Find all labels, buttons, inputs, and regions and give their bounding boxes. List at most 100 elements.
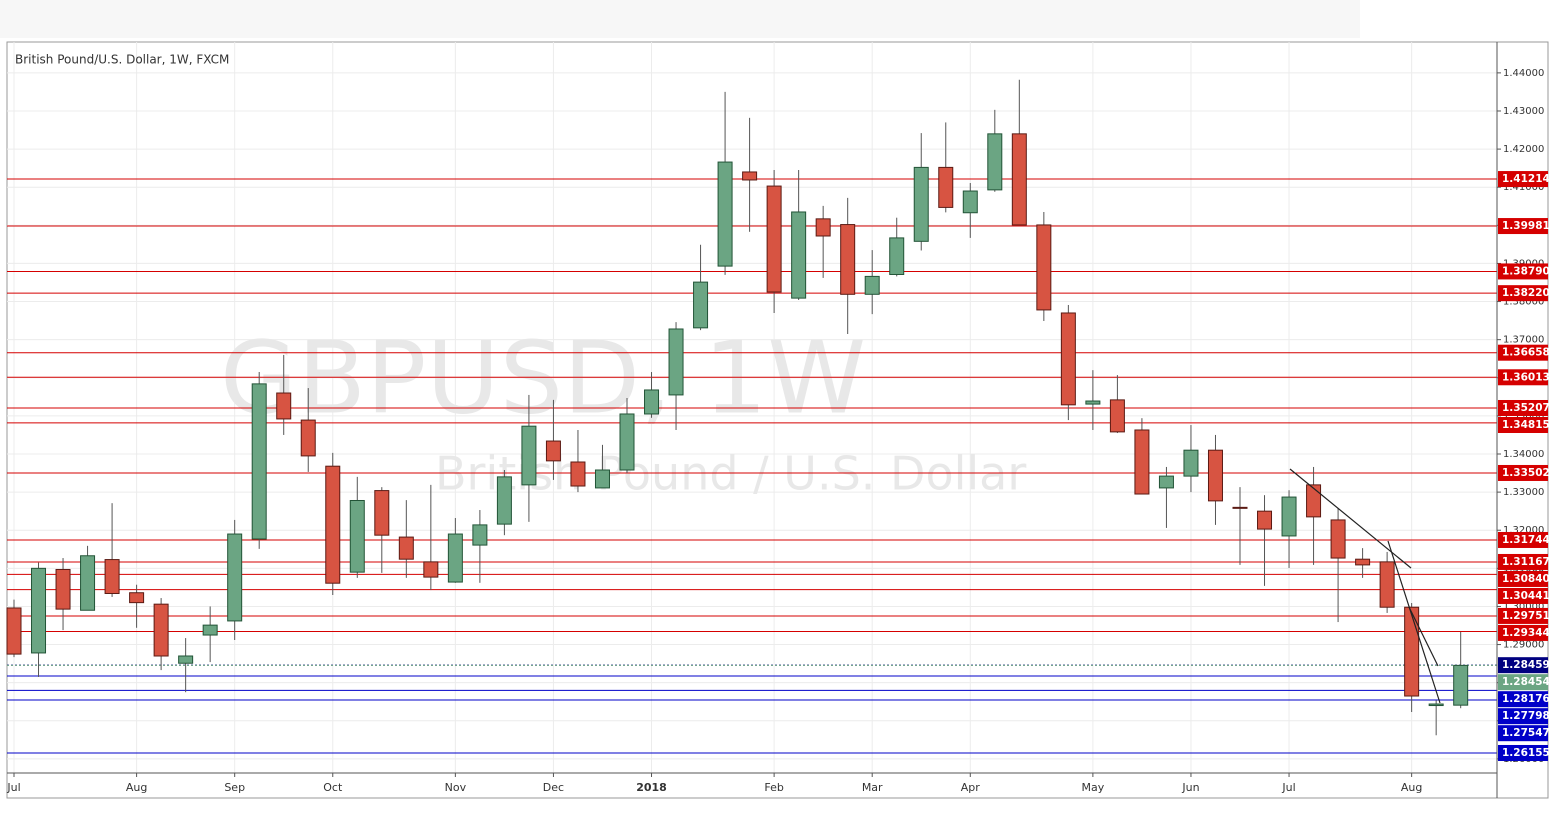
candle-body — [1257, 510, 1273, 530]
level-label-bg — [1498, 464, 1548, 481]
candles — [6, 79, 1469, 736]
candle-body — [496, 476, 512, 525]
candle-body — [153, 603, 169, 657]
candle-body — [31, 567, 47, 654]
candle-body — [594, 469, 610, 489]
y-tick-label: 1.41000 — [1503, 182, 1544, 193]
candle-body — [1281, 496, 1297, 537]
level-label-bg — [1498, 369, 1548, 386]
candle-body — [570, 461, 586, 487]
candle-body — [1404, 606, 1420, 697]
level-label-bg — [1498, 744, 1548, 761]
y-tick-label: 1.43000 — [1503, 106, 1544, 117]
candle-body — [251, 383, 267, 540]
candle-body — [1428, 703, 1444, 707]
candle-body — [325, 465, 341, 584]
candle-body — [374, 490, 390, 536]
candle-body — [1232, 506, 1248, 509]
candle-body — [717, 161, 733, 267]
level-label: 1.26155 — [1502, 747, 1550, 759]
level-label-bg — [1498, 624, 1548, 641]
candle-body — [423, 561, 439, 578]
candle-body — [619, 413, 635, 471]
candle-body — [889, 237, 905, 275]
x-tick-label: May — [1082, 781, 1105, 794]
level-label-bg — [1498, 607, 1548, 624]
level-label: 1.38790 — [1502, 265, 1550, 277]
candle-body — [668, 328, 684, 396]
level-label-bg — [1498, 691, 1548, 708]
candle-body — [693, 281, 709, 329]
level-label: 1.27798 — [1502, 710, 1550, 722]
candle-body — [129, 592, 145, 604]
candle-body — [1036, 224, 1052, 311]
watermark: GBPUSD, 1W — [220, 319, 866, 436]
level-label-bg — [1498, 708, 1548, 725]
y-tick-label: 1.33000 — [1503, 487, 1544, 498]
x-tick-label: Aug — [1401, 781, 1422, 794]
level-label-bg — [1498, 416, 1548, 433]
x-tick-label: Jun — [1181, 781, 1199, 794]
level-label: 1.29344 — [1502, 627, 1550, 639]
x-tick-label: Nov — [445, 781, 467, 794]
level-label: 1.27547 — [1502, 727, 1550, 739]
candle-body — [227, 533, 243, 622]
level-label: 1.41214 — [1502, 173, 1550, 185]
candle-body — [1060, 312, 1076, 406]
level-label-bg — [1498, 587, 1548, 604]
level-label-bg — [1498, 263, 1548, 280]
level-label-bg — [1498, 399, 1548, 416]
y-tick-label: 1.32000 — [1503, 525, 1544, 536]
x-tick-label: Mar — [862, 781, 883, 794]
axis: 1.260001.270001.280001.290001.300001.310… — [6, 68, 1549, 794]
y-tick-label: 1.30000 — [1503, 601, 1544, 612]
x-tick-label: Aug — [126, 781, 147, 794]
candle-body — [1085, 400, 1101, 405]
level-label-bg — [1498, 344, 1548, 361]
y-tick-label: 1.34000 — [1503, 449, 1544, 460]
level-label: 1.28454 — [1502, 676, 1550, 688]
level-label: 1.35207 — [1502, 402, 1550, 414]
x-tick-label: 2018 — [636, 781, 667, 794]
candle-body — [178, 655, 194, 664]
candle-body — [1330, 519, 1346, 559]
candle-body — [545, 440, 561, 462]
chart-title: British Pound/U.S. Dollar, 1W, FXCM — [15, 53, 229, 67]
level-label: 1.34815 — [1502, 419, 1550, 431]
level-label-bg — [1498, 171, 1548, 188]
candle-body — [962, 190, 978, 214]
candle-body — [472, 524, 488, 546]
candle-body — [80, 555, 96, 611]
level-label-bg — [1498, 674, 1548, 691]
y-tick-label: 1.37000 — [1503, 335, 1544, 346]
candle-body — [742, 171, 758, 181]
level-label: 1.36658 — [1502, 347, 1550, 359]
candle-body — [1158, 475, 1174, 489]
trendline — [1387, 540, 1441, 704]
candle-body — [521, 425, 537, 486]
candle-body — [349, 499, 365, 573]
level-label-bg — [1498, 725, 1548, 742]
candle-body — [1134, 429, 1150, 495]
level-label: 1.33502 — [1502, 467, 1550, 479]
candle-body — [447, 533, 463, 583]
level-label: 1.30840 — [1502, 573, 1550, 585]
candle-body — [1207, 449, 1223, 502]
candle-body — [1453, 664, 1469, 706]
level-label-bg — [1498, 531, 1548, 548]
level-label: 1.31744 — [1502, 534, 1550, 546]
level-label-bg — [1498, 553, 1548, 570]
candle-body — [791, 211, 807, 299]
level-label-bg — [1498, 285, 1548, 302]
y-tick-label: 1.35000 — [1503, 411, 1544, 422]
candle-body — [987, 133, 1003, 191]
candle-body — [1183, 449, 1199, 477]
x-tick-label: Jul — [6, 781, 20, 794]
candle-body — [840, 224, 856, 295]
y-tick-label: 1.29000 — [1503, 640, 1544, 651]
candle-body — [202, 624, 218, 636]
level-label: 1.39981 — [1502, 220, 1550, 232]
candle-body — [1011, 133, 1027, 226]
level-label: 1.36013 — [1502, 371, 1550, 383]
candle-body — [864, 275, 880, 295]
